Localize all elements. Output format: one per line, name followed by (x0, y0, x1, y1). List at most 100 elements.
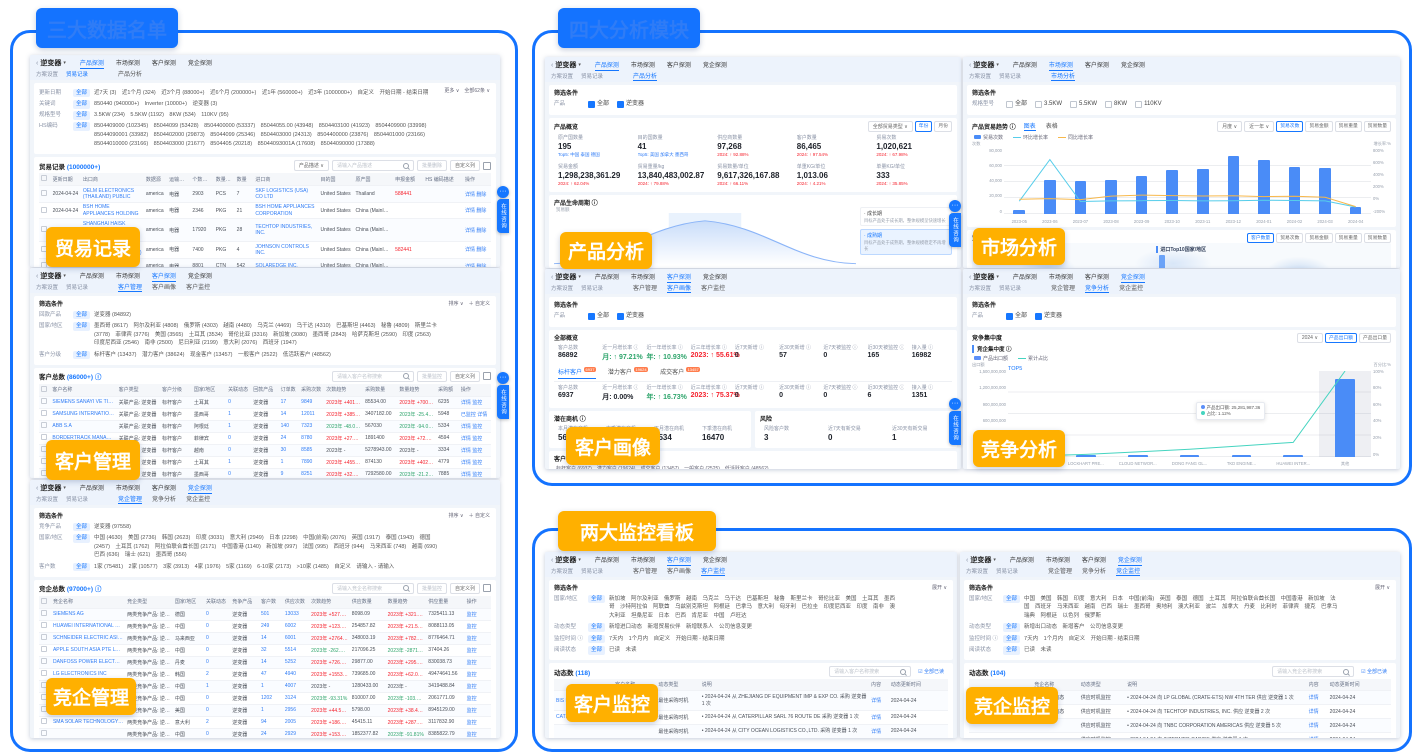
product-checkbox[interactable]: 逆变器 (617, 100, 644, 110)
table-row[interactable]: 两类竞争产品: 逆变器 中国 0 逆变器 24 2929 2023年 +153.88% 1… (39, 727, 491, 738)
nav-item[interactable]: 产品探测 (594, 274, 619, 281)
filter-all-chip[interactable]: 全部 (73, 88, 91, 98)
table-row[interactable]: SMA SOLAR TECHNOLOGY AG 两类竞争产品: 逆变器 意大利 2 逆… (39, 715, 491, 729)
nav-item[interactable]: 市场探测 (630, 274, 655, 281)
secondary-link[interactable]: 方案设置 (551, 568, 574, 575)
back-icon[interactable]: ‹ (36, 59, 39, 67)
secondary-link[interactable]: 贸易记录 (999, 285, 1022, 292)
filter-options[interactable]: 逆变器 (84892) (94, 311, 132, 318)
select-all-checkbox[interactable] (39, 595, 51, 609)
row-checkbox[interactable] (39, 667, 51, 681)
row-actions[interactable]: 详情 监控 (458, 419, 491, 433)
back-icon[interactable]: ‹ (969, 61, 972, 69)
row-checkbox[interactable] (39, 201, 51, 219)
metric-tab[interactable]: 贸易数量 (1363, 120, 1391, 132)
row-actions[interactable]: 监控 (464, 655, 491, 669)
support-label[interactable]: 在线咨询 (949, 213, 961, 247)
column-header[interactable]: 客户名称 (50, 383, 117, 397)
row-checkbox[interactable] (39, 407, 51, 421)
nav-item[interactable]: 市场探测 (1045, 557, 1070, 564)
row-actions[interactable]: 详情 监控 (458, 467, 491, 478)
spec-checkbox[interactable]: 全部 (1006, 100, 1027, 110)
nav-item[interactable]: 客户探测 (666, 555, 691, 566)
filter-all-chip[interactable]: 全部 (73, 522, 91, 532)
nav-item[interactable]: 竞企探测 (1117, 555, 1142, 566)
metric-tab[interactable]: 产品出口额 (1325, 332, 1357, 343)
filter-options[interactable]: 7天内 1个月内 自定义 开始日期 - 结束日期 (1024, 635, 1140, 642)
column-header[interactable]: 国家/地区 (191, 383, 227, 397)
secondary-link[interactable]: 方案设置 (36, 284, 59, 291)
lifecycle-stage-card[interactable]: · 成熟期 目标产品处于成熟期，整体规模稳定不再增长 (860, 229, 952, 255)
filter-all-chip[interactable]: 全部 (73, 321, 91, 331)
row-checkbox[interactable] (39, 631, 51, 645)
support-widget[interactable]: ··· 在线咨询 (497, 186, 509, 233)
column-header[interactable]: 申报金额 (393, 173, 424, 186)
filter-all-chip[interactable]: 全部 (1003, 645, 1021, 655)
nav-item[interactable]: 竞企探测 (702, 62, 727, 69)
filter-options[interactable]: 新增出口动态 新增客户 公司信息变更 (1024, 624, 1124, 631)
column-header[interactable]: 出口商 (80, 173, 144, 186)
filter-options[interactable]: 近7天 (3) 近1个月 (324) 近3个月 (88000+) 近6个月 (2… (94, 89, 429, 96)
subtab[interactable]: 竞企管理 (1051, 285, 1076, 292)
column-header[interactable]: 进口商 (253, 173, 319, 186)
filter-all-chip[interactable]: 全部 (1003, 623, 1021, 633)
row-checkbox[interactable] (39, 431, 51, 445)
nav-item[interactable]: 产品探测 (1009, 557, 1034, 564)
nav-item[interactable]: 产品探测 (594, 60, 619, 71)
subtab[interactable]: 客户管理 (118, 282, 143, 292)
column-header[interactable]: 次数趋势 (309, 595, 350, 609)
column-header[interactable]: 采购次数 (299, 383, 325, 397)
column-header[interactable]: 竞争产品 (230, 595, 259, 609)
product-checkbox[interactable]: 全部 (588, 312, 609, 322)
lifecycle-stage-card[interactable]: · 成长期 目标产品处于成长期，整体规模呈快速增长 (860, 206, 952, 227)
product-checkbox[interactable]: 逆变器 (1035, 312, 1062, 322)
table-row[interactable]: 2024-04-24 OELM ELECTRONICS (THAILAND) PU… (39, 185, 491, 203)
column-header[interactable]: 数量趋势 (397, 383, 437, 397)
nav-item[interactable]: 产品探测 (79, 485, 104, 492)
subtab[interactable]: 产品分析 (118, 72, 143, 78)
row-actions[interactable]: 监控 (464, 619, 491, 633)
filter-all-chip[interactable]: 全部 (588, 594, 606, 604)
support-chat-icon[interactable]: ··· (949, 398, 961, 410)
row-checkbox[interactable] (39, 619, 51, 633)
product-selector[interactable]: ‹ 逆变器 ▾ (551, 273, 581, 282)
search-input[interactable]: 请输入客户名称搜索 (829, 666, 912, 678)
region-metric-tab[interactable]: 贸易次数 (1276, 232, 1304, 243)
range-select[interactable]: 近一年 ∨ (1244, 120, 1275, 132)
fullscreen-icon[interactable] (483, 161, 491, 170)
subtab[interactable]: 竞争分析 (1085, 283, 1110, 293)
column-header[interactable]: 供应重量 (426, 595, 465, 609)
nav-item[interactable]: 市场探测 (1048, 274, 1073, 281)
filter-all-chip[interactable]: 全部 (588, 623, 606, 633)
filter-corner-controls[interactable]: 展开 ∨ (931, 585, 947, 591)
secondary-link[interactable]: 贸易记录 (581, 285, 604, 292)
filter-all-chip[interactable]: 全部 (73, 310, 91, 320)
secondary-link[interactable]: 方案设置 (969, 73, 992, 80)
select-all-checkbox[interactable] (39, 173, 51, 186)
metric-tab[interactable]: 产品出口量 (1359, 332, 1391, 343)
nav-item[interactable]: 竞企探测 (187, 273, 212, 280)
filter-options[interactable]: 已读 未读 (1024, 646, 1052, 653)
support-chat-icon[interactable]: ··· (949, 200, 961, 212)
row-actions[interactable]: 详情 监控 (458, 395, 491, 409)
batch-monitor-button[interactable]: 批量监控 (416, 370, 447, 382)
table-row[interactable]: BORDERTRACK MANAGEMENT IN关联产品: 逆变器标杆客户菲律… (39, 431, 491, 445)
detail-link[interactable]: 详情 (869, 709, 889, 725)
nav-item[interactable]: 产品探测 (594, 557, 619, 564)
column-header[interactable]: 操作 (464, 595, 491, 609)
support-widget[interactable]: ··· 在线咨询 (497, 372, 509, 419)
nav-item[interactable]: 客户探测 (1084, 62, 1109, 69)
row-checkbox[interactable] (39, 643, 51, 657)
subtab[interactable]: 竞企监控 (186, 496, 211, 503)
support-label[interactable]: 在线咨询 (949, 411, 961, 445)
product-selector[interactable]: ‹ 逆变器 ▾ (969, 273, 999, 282)
subtab[interactable]: 竞争分析 (1082, 568, 1107, 575)
nav-item[interactable]: 客户探测 (1084, 274, 1109, 281)
nav-item[interactable]: 市场探测 (1048, 60, 1073, 71)
mark-all-read-button[interactable]: ☑ 全部已读 (914, 667, 948, 677)
row-checkbox[interactable] (39, 727, 51, 738)
back-icon[interactable]: ‹ (36, 272, 39, 280)
column-header[interactable]: 操作 (462, 173, 491, 186)
row-actions[interactable]: 监控 (464, 643, 491, 657)
